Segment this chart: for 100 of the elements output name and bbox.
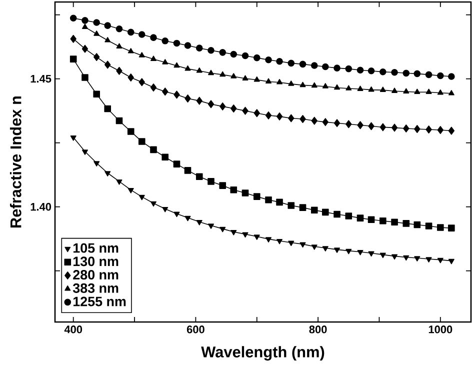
- point: [368, 86, 374, 92]
- point: [127, 128, 134, 135]
- point: [174, 90, 180, 99]
- point: [138, 194, 145, 200]
- point: [403, 88, 410, 94]
- legend-label: 383 nm: [72, 283, 118, 293]
- point: [116, 25, 123, 32]
- point: [310, 62, 318, 69]
- point: [70, 34, 76, 43]
- point: [196, 96, 202, 105]
- point: [380, 123, 386, 132]
- point: [150, 201, 156, 207]
- point: [391, 69, 398, 76]
- point: [414, 256, 420, 262]
- point: [70, 14, 77, 22]
- point: [230, 104, 237, 112]
- point: [219, 49, 226, 56]
- point: [346, 120, 352, 128]
- point: [311, 244, 318, 250]
- point: [437, 72, 444, 80]
- point: [276, 58, 283, 65]
- point: [299, 60, 306, 68]
- point: [299, 204, 306, 211]
- point: [82, 17, 88, 24]
- point: [220, 71, 226, 77]
- point: [357, 86, 364, 91]
- point: [288, 80, 294, 86]
- point: [368, 67, 375, 74]
- point: [322, 63, 329, 70]
- point: [82, 74, 88, 81]
- point: [334, 64, 340, 72]
- point: [311, 82, 318, 88]
- point: [311, 116, 318, 125]
- point: [288, 202, 295, 209]
- point: [425, 71, 432, 78]
- point: [414, 88, 420, 94]
- point: [402, 70, 410, 77]
- point: [162, 88, 168, 96]
- point: [403, 124, 410, 132]
- point: [220, 226, 226, 232]
- x-tick-label: 600: [186, 326, 204, 334]
- point: [253, 193, 260, 200]
- point: [184, 216, 191, 222]
- point: [94, 161, 100, 166]
- point: [174, 62, 180, 68]
- point: [334, 119, 340, 128]
- point: [127, 28, 134, 36]
- point: [391, 218, 398, 226]
- x-axis-title: Wavelength (nm): [201, 346, 324, 361]
- point: [437, 258, 444, 264]
- point: [116, 180, 122, 185]
- point: [357, 121, 364, 130]
- point: [254, 234, 260, 240]
- legend-label: 1255 nm: [73, 296, 126, 306]
- point: [196, 220, 202, 226]
- point: [334, 84, 340, 90]
- point: [266, 237, 272, 242]
- point: [253, 54, 260, 62]
- point: [128, 74, 134, 82]
- point: [184, 94, 191, 103]
- point: [138, 78, 145, 86]
- point: [322, 208, 329, 216]
- point: [448, 90, 454, 96]
- point: [322, 118, 328, 126]
- point: [448, 258, 454, 264]
- point: [82, 24, 88, 29]
- y-axis-title: Refractive Index n: [10, 96, 22, 228]
- point: [403, 255, 410, 261]
- point: [208, 70, 214, 76]
- point: [437, 89, 444, 95]
- point: [265, 196, 272, 204]
- point: [357, 250, 364, 256]
- x-tick-label: 400: [64, 326, 82, 334]
- point: [322, 83, 328, 88]
- point: [138, 31, 146, 38]
- point: [310, 206, 318, 214]
- point: [220, 102, 226, 110]
- point: [162, 38, 169, 44]
- point: [254, 76, 260, 82]
- point: [254, 109, 260, 118]
- point: [208, 224, 214, 229]
- point: [150, 56, 156, 61]
- point: [380, 86, 386, 92]
- point: [265, 56, 272, 64]
- point: [437, 126, 444, 134]
- point: [414, 221, 421, 228]
- point: [392, 88, 398, 93]
- point: [150, 34, 157, 41]
- point: [276, 198, 283, 206]
- point: [276, 238, 283, 244]
- point: [138, 138, 146, 145]
- point: [94, 30, 100, 36]
- point: [116, 43, 122, 48]
- y-tick-label: 1.45: [30, 74, 52, 83]
- point: [265, 111, 272, 120]
- point: [230, 230, 237, 236]
- point: [196, 173, 203, 180]
- point: [426, 125, 432, 134]
- point: [242, 190, 249, 196]
- point: [368, 122, 374, 130]
